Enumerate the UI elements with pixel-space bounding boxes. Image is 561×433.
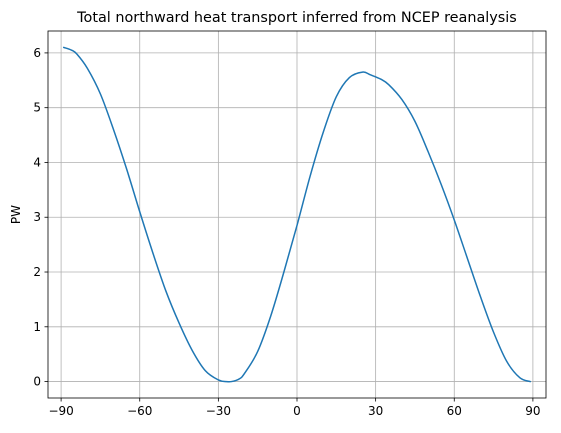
heat-transport-line xyxy=(62,46,532,383)
y-tick-label: 0 xyxy=(33,375,41,389)
y-tick-label: 4 xyxy=(33,155,41,169)
y-axis-label: PW xyxy=(9,205,23,224)
x-tick-label: 0 xyxy=(293,404,301,418)
y-tick-label: 1 xyxy=(33,320,41,334)
y-tick-label: 2 xyxy=(33,265,41,279)
x-tick-label: 60 xyxy=(447,404,462,418)
series-layer xyxy=(62,46,532,383)
plot-frame xyxy=(47,30,547,399)
ticks: −90 −60 −30 0 30 60 90 0 1 2 3 4 5 6 xyxy=(33,46,540,418)
x-tick-label: −30 xyxy=(206,404,231,418)
y-tick-label: 6 xyxy=(33,46,41,60)
x-tick-label: 30 xyxy=(368,404,383,418)
y-tick-label: 5 xyxy=(33,101,41,115)
x-tick-label: −90 xyxy=(48,404,73,418)
chart-title: Total northward heat transport inferred … xyxy=(76,10,517,26)
y-tick-label: 3 xyxy=(33,210,41,224)
grid xyxy=(48,31,546,398)
x-tick-label: −60 xyxy=(127,404,152,418)
x-tick-label: 90 xyxy=(525,404,540,418)
